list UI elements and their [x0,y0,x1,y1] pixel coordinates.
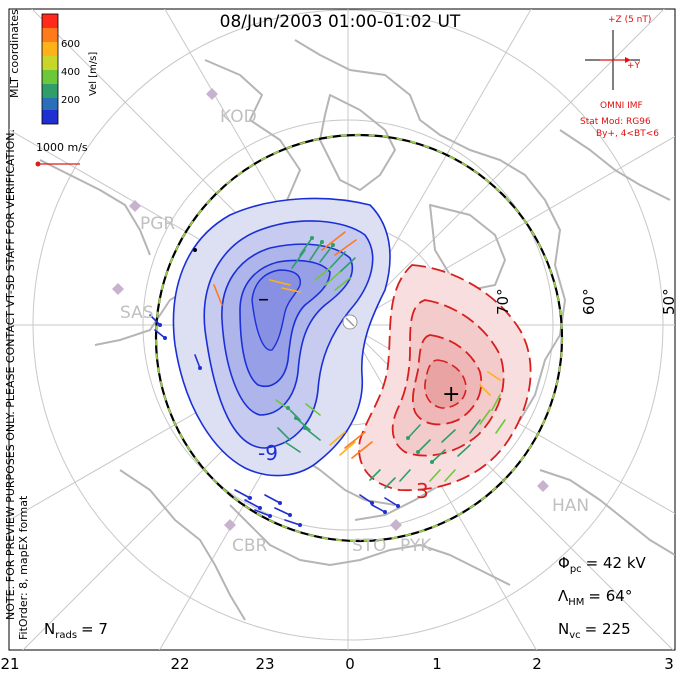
nrads-subscript: rads [55,630,77,641]
colorbar-swatch-2 [42,28,58,42]
nvc-symbol: N [558,620,569,638]
velocity-colorbar: 600 400 200 Vel [m/s] [41,13,99,125]
colorbar-swatch-5 [42,70,58,84]
imf-clock: +Z (5 nT) +Y OMNI IMF Stat Mod: RG96 By+… [580,15,659,139]
colorbar-tick-400: 400 [61,67,80,78]
svg-text:Nvc= 225: Nvc = 225 [558,620,631,641]
preview-note: NOTE: FOR PREVIEW PURPOSES ONLY. PLEASE … [4,129,17,620]
mlt-tick-23: 23 [255,655,274,673]
nvc-value: = 225 [585,620,631,638]
lat-label-50: 50° [660,288,678,315]
station-pgr: PGR [140,214,175,234]
colorbar-swatch-1 [42,14,58,28]
reference-vector: 1000 m/s [35,141,88,167]
station-sas: SAS [120,303,154,323]
vector-count: Nvc = 225 [558,620,631,641]
station-cbr: CBR [232,536,268,556]
station-labels: KOD PGR SAS CBR STO PYK HAN [120,107,589,556]
imf-source: OMNI IMF [600,101,643,111]
colorbar-swatch-3 [42,42,58,56]
pole-marker [342,314,358,330]
imf-model: Stat Mod: RG96 [580,117,651,127]
negative-contour-label: -9 [258,441,278,465]
mlt-tick-21: 21 [0,655,19,673]
lambda-subscript: HM [568,597,584,608]
station-markers [112,88,549,531]
station-sto: STO [352,536,387,556]
lat-label-60: 60° [580,288,598,315]
phi-symbol: Φ [558,554,570,572]
velocity-vectors [149,231,506,527]
imf-y-label: +Y [627,61,641,71]
mlt-tick-22: 22 [170,655,189,673]
colorbar-tick-200: 200 [61,95,80,106]
svg-text:Nrads= 7: Nrads = 7 [44,620,108,641]
mlt-tick-2: 2 [532,655,542,673]
imf-z-label: +Z (5 nT) [608,15,651,25]
colorbar-label: Vel [m/s] [88,52,99,96]
nrads-stat: Nrads = 7 [44,620,108,641]
nrads-symbol: N [44,620,55,638]
plot-frame [8,8,676,651]
heppner-maynard-boundary-dash [155,134,563,542]
station-han: HAN [552,496,589,516]
mlt-tick-1: 1 [432,655,442,673]
station-pyk: PYK [400,536,432,556]
negative-cell-marker: – [258,287,269,312]
hm-boundary-latitude: ΛHM = 64° [558,587,632,608]
colorbar-tick-600: 600 [61,39,80,50]
fitorder-note: FitOrder: 8, mapEX format [17,495,30,640]
phi-subscript: pc [570,564,582,575]
colorbar-swatch-6 [42,84,58,98]
nrads-value: = 7 [81,620,108,638]
svg-text:Φpc= 42 kV: Φpc = 42 kV [558,554,647,575]
cross-polar-potential: Φpc = 42 kV [558,554,647,575]
positive-potential-cell [358,264,532,492]
colorbar-swatch-7 [42,98,58,110]
reference-vector-label: 1000 m/s [36,141,88,154]
imf-condition: By+, 4<BT<6 [596,129,659,139]
phi-value: = 42 kV [586,554,647,572]
negative-potential-cell [172,197,391,477]
colorbar-swatch-8 [42,110,58,124]
mlt-tick-0: 0 [345,655,355,673]
lambda-value: = 64° [588,587,632,605]
mlt-tick-3: 3 [664,655,674,673]
coordinates-label: MLT coordinates [8,9,21,98]
colorbar-swatch-4 [42,56,58,70]
nvc-subscript: vc [569,630,580,641]
lambda-symbol: Λ [558,587,569,605]
lat-label-70: 70° [494,288,512,315]
page-title: 08/Jun/2003 01:00-01:02 UT [220,12,461,32]
svg-text:ΛHM= 64°: ΛHM = 64° [558,587,632,608]
positive-contour-label: 3 [416,479,429,503]
positive-cell-marker: + [442,382,460,407]
latitude-labels: 70° 60° 50° [494,288,678,315]
mlt-axis: 21 22 23 0 1 2 3 [0,655,673,673]
station-kod: KOD [220,107,257,127]
